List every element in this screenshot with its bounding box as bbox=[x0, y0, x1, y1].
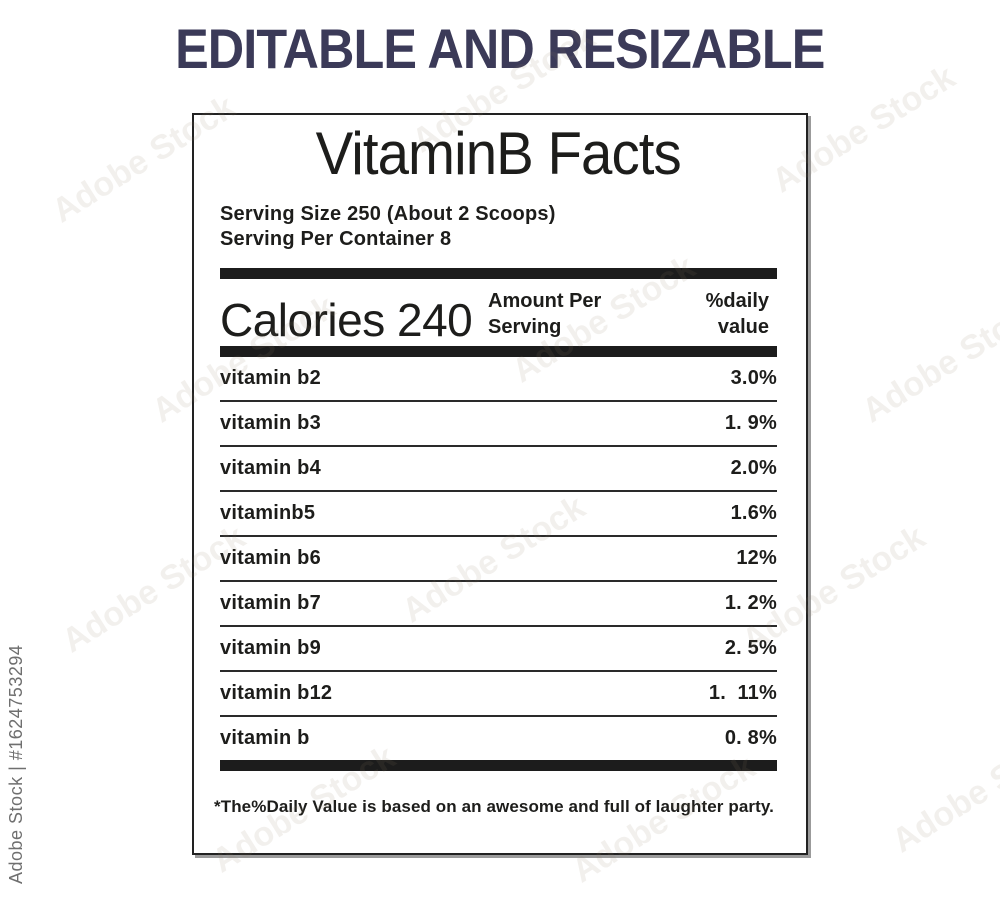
amount-per-serving-header: Amount Per Serving bbox=[488, 290, 602, 338]
table-row: vitamin b9 2. 5% bbox=[220, 627, 777, 672]
nutrient-table: vitamin b2 3.0% vitamin b3 1. 9% vitamin… bbox=[220, 357, 777, 760]
nutrient-name: vitamin b7 bbox=[220, 592, 321, 614]
nutrient-name: vitamin b9 bbox=[220, 637, 321, 659]
nutrient-value: 2.0% bbox=[730, 457, 777, 479]
table-row: vitamin b6 12% bbox=[220, 537, 777, 582]
nutrient-name: vitamin b2 bbox=[220, 367, 321, 389]
table-row: vitamin b12 1. 11% bbox=[220, 672, 777, 717]
nutrient-value: 1. 11% bbox=[708, 682, 777, 704]
footnote: *The%Daily Value is based on an awesome … bbox=[214, 797, 774, 816]
daily-value-header: %daily value bbox=[705, 290, 769, 338]
nutrient-value: 2. 5% bbox=[724, 637, 777, 659]
label-title-text: VitaminB Facts bbox=[315, 120, 682, 187]
adobe-stock-watermark: Adobe Stock bbox=[885, 717, 1000, 861]
nutrient-name: vitamin b12 bbox=[220, 682, 333, 704]
separator-bar-middle bbox=[220, 346, 777, 357]
separator-bar-bottom bbox=[220, 760, 777, 771]
nutrient-value: 3.0% bbox=[730, 367, 777, 389]
nutrient-value: 1. 2% bbox=[724, 592, 777, 614]
nutrient-value: 12% bbox=[736, 547, 777, 569]
nutrient-name: vitamin b6 bbox=[220, 547, 321, 569]
separator-bar-top bbox=[220, 268, 777, 279]
nutrient-value: 1. 9% bbox=[724, 412, 777, 434]
nutrient-value: 0. 8% bbox=[724, 727, 777, 749]
adobe-stock-watermark: Adobe Stock bbox=[855, 287, 1000, 431]
nutrient-name: vitamin b bbox=[220, 727, 310, 749]
table-header: Calories 240 Amount Per Serving %daily v… bbox=[220, 279, 777, 346]
page-title-text: EDITABLE AND RESIZABLE bbox=[175, 17, 825, 80]
nutrient-value: 1.6% bbox=[730, 502, 777, 524]
serving-info: Serving Size 250 (About 2 Scoops) Servin… bbox=[220, 202, 777, 252]
calories-label: Calories 240 bbox=[220, 294, 473, 346]
serving-per-container-line: Serving Per Container 8 bbox=[220, 228, 452, 250]
nutrient-name: vitamin b3 bbox=[220, 412, 321, 434]
nutrient-name: vitamin b4 bbox=[220, 457, 321, 479]
page-title: EDITABLE AND RESIZABLE bbox=[0, 16, 1000, 81]
table-row: vitamin b7 1. 2% bbox=[220, 582, 777, 627]
nutrient-name: vitaminb5 bbox=[220, 502, 316, 524]
stock-id-watermark: Adobe Stock | #1624753294 bbox=[6, 644, 26, 884]
table-row: vitamin b2 3.0% bbox=[220, 357, 777, 402]
table-row: vitamin b 0. 8% bbox=[220, 717, 777, 760]
label-title: VitaminB Facts bbox=[220, 119, 777, 189]
table-row: vitaminb5 1.6% bbox=[220, 492, 777, 537]
nutrition-label: VitaminB Facts Serving Size 250 (About 2… bbox=[192, 113, 808, 855]
table-row: vitamin b4 2.0% bbox=[220, 447, 777, 492]
table-row: vitamin b3 1. 9% bbox=[220, 402, 777, 447]
serving-size-line: Serving Size 250 (About 2 Scoops) bbox=[220, 203, 556, 225]
